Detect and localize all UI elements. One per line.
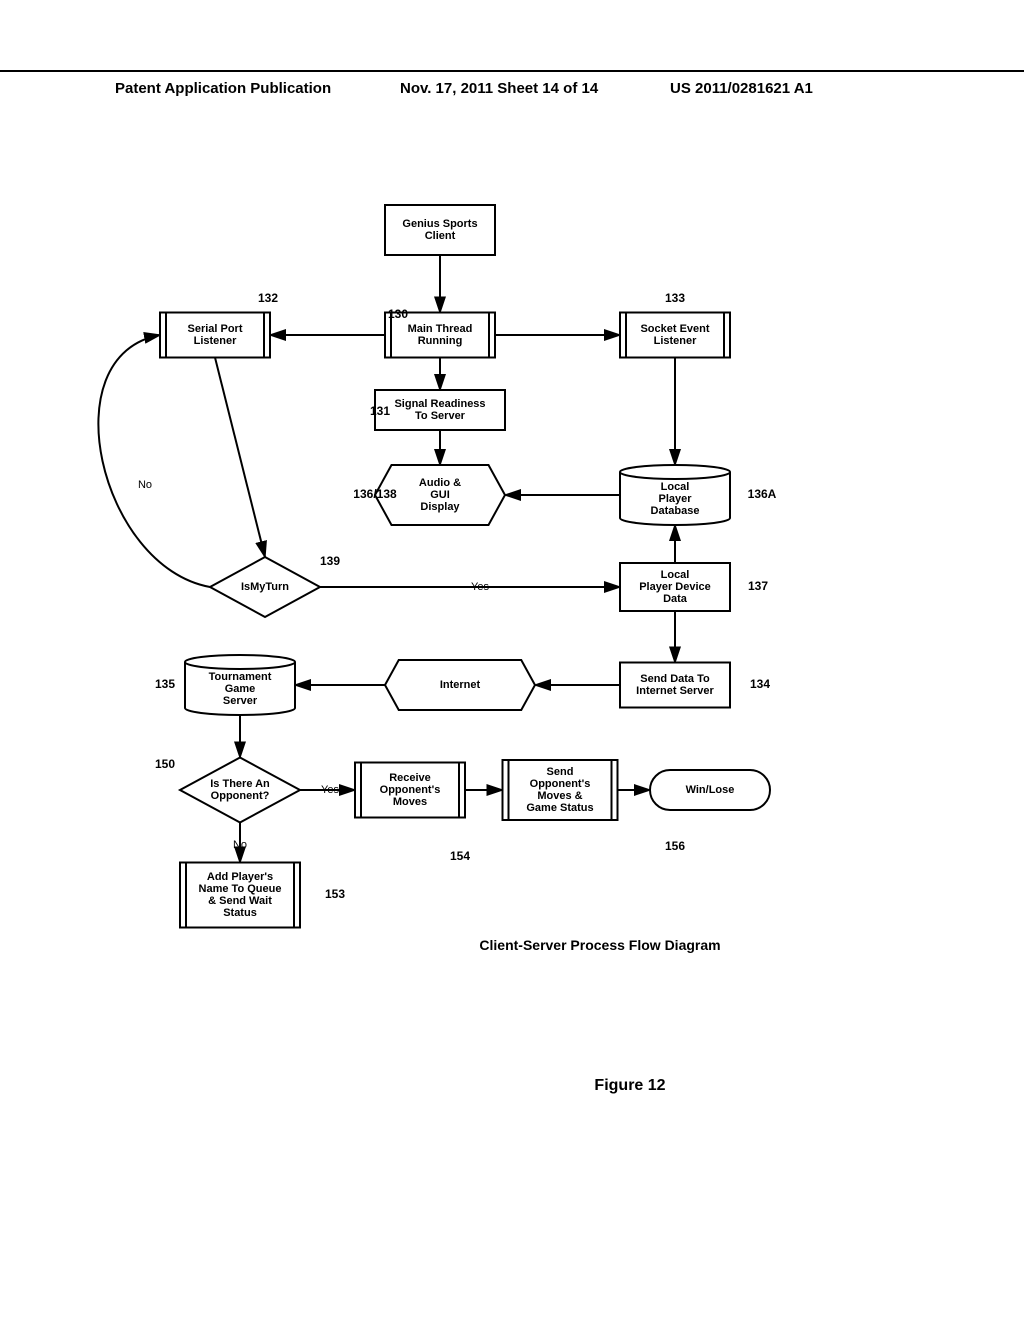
node-ref: 131 (370, 404, 390, 418)
figure-label: Figure 12 (594, 1077, 665, 1094)
node-label: Moves & (537, 790, 582, 802)
node-label: Opponent's (380, 784, 441, 796)
node-ref: 136A (748, 487, 777, 501)
node-label: Send Data To (640, 673, 710, 685)
node-label: Win/Lose (686, 784, 735, 796)
header-mid: Nov. 17, 2011 Sheet 14 of 14 (400, 80, 598, 97)
node-label: IsMyTurn (241, 581, 289, 593)
node-label: Moves (393, 796, 427, 808)
node-label: Player (658, 493, 692, 505)
node-label: Receive (389, 772, 431, 784)
node-label: Player Device (639, 581, 711, 593)
node-label: Database (651, 505, 700, 517)
node-label: Server (223, 695, 258, 707)
header-right: US 2011/0281621 A1 (670, 80, 813, 97)
node-ref: 153 (325, 887, 345, 901)
node-label: Game Status (526, 802, 593, 814)
flow-diagram: Yes No Yes No Genius SportsClient Main Thread… (40, 150, 984, 1150)
node-label: Internet Server (636, 685, 714, 697)
node-ref: 154 (450, 849, 470, 863)
svg-text:No: No (233, 839, 247, 851)
node-label: Opponent's (530, 778, 591, 790)
node-label: Opponent? (211, 790, 270, 802)
svg-text:No: No (138, 479, 152, 491)
node-ref: 133 (665, 291, 685, 305)
node-ref: 135 (155, 677, 175, 691)
node-ref: 137 (748, 579, 768, 593)
node-label: Data (663, 593, 688, 605)
node-label: Is There An (210, 778, 270, 790)
node-label: Serial Port (187, 323, 242, 335)
node-label: Running (418, 335, 463, 347)
svg-text:Yes: Yes (321, 784, 339, 796)
node-label: Listener (194, 335, 238, 347)
node-ref: 156 (665, 839, 685, 853)
node-label: Signal Readiness (394, 398, 485, 410)
node-ref: 130 (388, 307, 408, 321)
node-label: Client (425, 230, 456, 242)
node-label: Listener (654, 335, 698, 347)
node-label: Local (661, 481, 690, 493)
node-label: Audio & (419, 477, 461, 489)
node-label: Game (225, 683, 256, 695)
node-label: Name To Queue (199, 883, 282, 895)
header-left: Patent Application Publication (115, 80, 331, 97)
svg-text:Yes: Yes (471, 581, 489, 593)
node-label: Send (547, 766, 574, 778)
node-label: To Server (415, 410, 466, 422)
node-label: Socket Event (640, 323, 709, 335)
node-ref: 150 (155, 757, 175, 771)
node-label: GUI (430, 489, 450, 501)
diagram-title: Client-Server Process Flow Diagram (479, 937, 720, 953)
node-label: Add Player's (207, 871, 273, 883)
node-label: Status (223, 907, 257, 919)
node-label: Internet (440, 679, 481, 691)
node-label: Main Thread (408, 323, 473, 335)
node-ref: 136/138 (353, 487, 397, 501)
node-label: Genius Sports (402, 218, 477, 230)
node-label: Display (420, 501, 460, 513)
node-label: Tournament (209, 671, 272, 683)
node-ref: 132 (258, 291, 278, 305)
node-label: Local (661, 569, 690, 581)
node-ref: 139 (320, 554, 340, 568)
page-header: Patent Application Publication Nov. 17, … (0, 70, 1024, 78)
node-label: & Send Wait (208, 895, 272, 907)
node-ref: 134 (750, 677, 770, 691)
